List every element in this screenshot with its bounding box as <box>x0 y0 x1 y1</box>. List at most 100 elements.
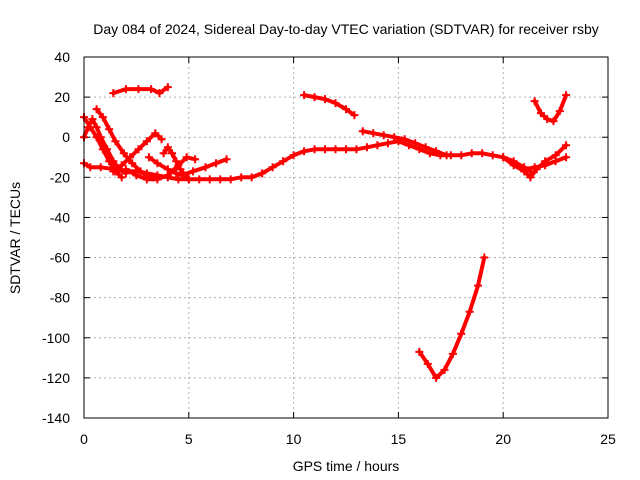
data-point <box>421 143 430 152</box>
data-point <box>105 125 114 134</box>
y-tick-label: -60 <box>50 250 70 266</box>
y-tick-label: 40 <box>54 49 70 65</box>
grid-lines <box>84 57 608 418</box>
data-point <box>474 281 483 290</box>
data-point <box>121 165 130 174</box>
y-tick-label: -40 <box>50 209 70 225</box>
data-point <box>226 175 235 184</box>
data-point <box>151 129 160 138</box>
data-point <box>222 155 231 164</box>
data-point <box>163 143 172 152</box>
data-point <box>128 159 137 168</box>
data-point <box>342 145 350 154</box>
data-point <box>289 151 298 160</box>
data-point <box>530 163 539 172</box>
data-point <box>442 151 451 160</box>
y-tick-label: -140 <box>42 410 70 426</box>
data-point <box>457 151 466 160</box>
data-point <box>117 173 126 182</box>
data-point <box>530 97 539 106</box>
data-point <box>478 149 487 158</box>
data-point <box>432 147 441 156</box>
data-point <box>86 163 95 172</box>
data-point <box>117 161 126 170</box>
data-point <box>176 165 185 174</box>
data-point <box>400 135 409 144</box>
data-point <box>373 141 382 150</box>
data-point <box>212 159 221 168</box>
tick-labels: 0 5 10 15 20 25 40 20 0 -20 -40 -60 -80 -100 -120 -140 <box>42 49 616 447</box>
plot-frame <box>83 56 609 419</box>
data-point <box>321 95 330 104</box>
data-point <box>184 175 193 184</box>
data-point <box>562 153 571 162</box>
data-point <box>350 111 359 120</box>
y-tick-label: -100 <box>42 330 70 346</box>
data-point <box>543 115 552 124</box>
data-point <box>379 131 388 140</box>
data-point <box>562 141 571 150</box>
data-point <box>147 85 156 94</box>
data-point <box>188 167 197 176</box>
data-point <box>163 165 172 174</box>
x-tick-label: 15 <box>391 431 407 447</box>
y-axis-label: SDTVAR / TECUs <box>7 182 23 294</box>
x-tick-label: 5 <box>185 431 193 447</box>
data-point <box>119 149 128 158</box>
data-point <box>549 117 558 126</box>
data-point <box>111 137 120 146</box>
data-point <box>300 91 309 100</box>
data-point <box>499 153 508 162</box>
data-point <box>109 167 118 176</box>
y-tick-label: -20 <box>50 169 70 185</box>
data-point <box>109 89 118 98</box>
data-point <box>268 163 277 172</box>
data-point <box>415 347 424 356</box>
data-point <box>509 159 518 168</box>
data-point <box>105 157 114 166</box>
data-point <box>237 173 246 182</box>
data-point <box>155 89 164 98</box>
data-point <box>310 93 319 102</box>
data-point <box>555 107 564 116</box>
data-point <box>191 155 200 164</box>
data-point <box>98 113 107 122</box>
data-point <box>121 85 130 94</box>
data-point <box>174 175 183 184</box>
x-tick-label: 25 <box>600 431 616 447</box>
data-point <box>432 373 441 382</box>
data-point <box>96 163 105 172</box>
data-point <box>526 173 535 182</box>
data-point <box>86 123 95 132</box>
data-point <box>321 145 330 154</box>
data-point <box>448 349 457 358</box>
data-point <box>342 105 350 114</box>
data-point <box>163 83 172 92</box>
data-point <box>383 139 392 148</box>
data-point <box>132 171 141 180</box>
data-point <box>423 359 432 368</box>
data-point <box>205 175 214 184</box>
data-point <box>258 169 267 178</box>
data-point <box>300 147 309 156</box>
data-point <box>551 157 560 166</box>
data-point <box>358 127 367 136</box>
data-point <box>331 99 340 108</box>
data-point <box>92 133 101 142</box>
data-point <box>247 173 256 182</box>
data-point <box>136 167 145 176</box>
y-tick-label: -120 <box>42 370 70 386</box>
y-tick-label: 0 <box>62 129 70 145</box>
y-tick-label: -80 <box>50 290 70 306</box>
data-point <box>182 153 191 162</box>
data-point <box>216 175 225 184</box>
data-point <box>411 139 420 148</box>
data-point <box>541 161 550 170</box>
data-point <box>168 149 177 158</box>
data-point <box>440 365 449 374</box>
x-tick-label: 10 <box>286 431 302 447</box>
data-point <box>362 143 371 152</box>
data-point <box>126 153 135 162</box>
data-point <box>172 169 181 178</box>
